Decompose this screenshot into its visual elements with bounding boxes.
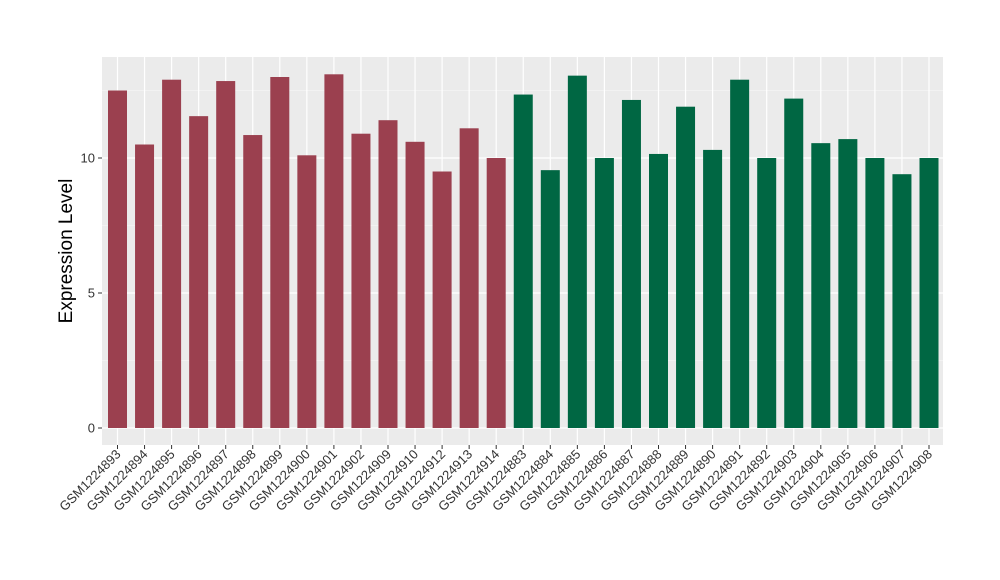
bar-GSM1224884 <box>540 170 560 428</box>
bars <box>108 74 939 429</box>
bar-GSM1224893 <box>108 90 127 428</box>
y-axis: 0 5 10 <box>81 151 102 436</box>
bar-GSM1224890 <box>703 149 723 428</box>
bar-GSM1224909 <box>378 120 398 428</box>
bar-GSM1224905 <box>838 139 858 428</box>
bar-GSM1224913 <box>459 128 479 429</box>
bar-GSM1224891 <box>730 79 750 428</box>
bar-GSM1224887 <box>621 99 641 428</box>
y-axis-title: Expression Level <box>56 179 77 324</box>
x-axis: GSM1224893GSM1224894GSM1224895GSM1224896… <box>56 445 935 514</box>
bar-GSM1224885 <box>567 75 587 429</box>
bar-GSM1224904 <box>811 143 831 428</box>
bar-GSM1224896 <box>189 116 209 429</box>
bar-GSM1224901 <box>324 74 344 429</box>
bar-GSM1224892 <box>757 158 777 428</box>
bar-GSM1224899 <box>270 77 290 428</box>
bar-GSM1224914 <box>486 158 506 428</box>
y-tick-label: 10 <box>81 151 95 166</box>
bar-GSM1224910 <box>405 141 425 429</box>
bar-GSM1224900 <box>297 155 317 429</box>
y-tick-label: 0 <box>88 421 95 436</box>
bar-GSM1224903 <box>784 98 804 428</box>
bar-GSM1224888 <box>649 153 668 428</box>
bar-GSM1224895 <box>162 79 182 428</box>
bar-GSM1224886 <box>594 158 614 428</box>
bar-GSM1224894 <box>135 144 155 428</box>
bar-GSM1224912 <box>432 171 452 428</box>
bar-GSM1224908 <box>919 158 939 428</box>
bar-GSM1224907 <box>892 174 912 428</box>
bar-GSM1224902 <box>351 133 371 428</box>
bar-GSM1224898 <box>243 135 263 429</box>
y-tick-label: 5 <box>88 286 95 301</box>
bar-GSM1224889 <box>676 106 696 428</box>
bar-GSM1224897 <box>216 81 236 429</box>
bar-GSM1224906 <box>865 158 885 428</box>
bar-GSM1224883 <box>513 94 533 429</box>
